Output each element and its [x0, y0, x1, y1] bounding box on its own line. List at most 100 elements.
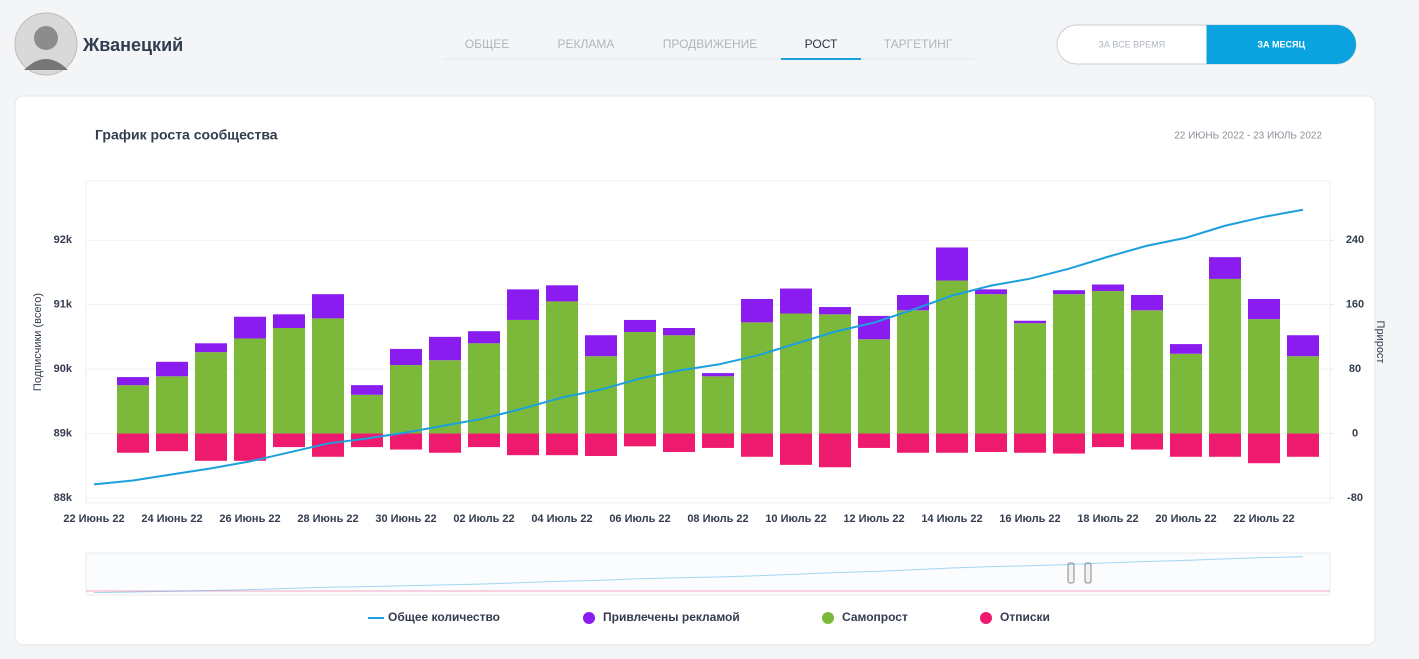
bar-segment — [546, 285, 578, 302]
bar-segment — [1131, 310, 1163, 434]
bar-segment — [234, 338, 266, 434]
y-tick-label: 92k — [54, 234, 73, 246]
x-tick-label: 26 Июнь 22 — [219, 513, 280, 525]
y-axis-title: Подписчики (всего) — [32, 293, 44, 391]
legend-label[interactable]: Отписки — [1000, 610, 1050, 624]
bar-segment — [897, 310, 929, 434]
bar-segment — [741, 322, 773, 434]
tab[interactable]: РОСТ — [805, 37, 838, 51]
bar-segment — [741, 299, 773, 323]
toggle-option[interactable]: ЗА ВСЕ ВРЕМЯ — [1098, 39, 1165, 49]
bar-segment — [663, 335, 695, 434]
bar-segment — [351, 385, 383, 395]
chart-title: График роста сообщества — [95, 127, 278, 143]
bar-segment — [156, 376, 188, 434]
y-tick-label: 88k — [54, 492, 73, 504]
bar-segment — [624, 332, 656, 434]
bar-segment — [1014, 320, 1046, 324]
legend-icon — [980, 612, 992, 624]
bar-segment — [468, 433, 500, 448]
bar-segment — [195, 433, 227, 461]
bar-segment — [585, 356, 617, 434]
bar-segment — [507, 433, 539, 456]
plot-area — [85, 180, 1331, 504]
navigator[interactable] — [85, 552, 1331, 596]
bar-segment — [1209, 257, 1241, 279]
bar-segment — [585, 433, 617, 456]
bar-segment — [780, 288, 812, 314]
bar-segment — [936, 280, 968, 434]
tab[interactable]: РЕКЛАМА — [558, 37, 615, 51]
bar-segment — [312, 318, 344, 434]
bar-segment — [1053, 294, 1085, 434]
bar-segment — [702, 376, 734, 434]
y2-tick-label: -80 — [1347, 492, 1363, 504]
toggle-active — [1206, 25, 1356, 64]
tab[interactable]: ПРОДВИЖЕНИЕ — [663, 37, 758, 51]
bar-segment — [1287, 335, 1319, 357]
bar-segment — [1170, 433, 1202, 457]
bar-segment — [234, 433, 266, 461]
bar-segment — [1092, 284, 1124, 291]
avatar-body — [24, 59, 68, 70]
tab[interactable]: ТАРГЕТИНГ — [884, 37, 953, 51]
avatar-head — [34, 26, 58, 50]
bar-segment — [117, 385, 149, 434]
navigator-handle[interactable] — [1067, 562, 1075, 584]
bar-segment — [1014, 433, 1046, 453]
bar-segment — [1131, 433, 1163, 450]
x-tick-label: 06 Июль 22 — [609, 513, 670, 525]
navigator-handle[interactable] — [1084, 562, 1092, 584]
bar-segment — [1170, 344, 1202, 354]
x-tick-label: 02 Июль 22 — [453, 513, 514, 525]
x-tick-label: 10 Июль 22 — [765, 513, 826, 525]
bar-segment — [1170, 353, 1202, 434]
bar-segment — [117, 377, 149, 386]
bar-segment — [234, 316, 266, 339]
bar-segment — [273, 433, 305, 448]
bar-segment — [390, 365, 422, 434]
bar-segment — [936, 433, 968, 453]
legend-label[interactable]: Привлечены рекламой — [603, 610, 740, 624]
navigator-line — [93, 556, 1304, 594]
bar-segment — [351, 394, 383, 434]
date-range: 22 ИЮНЬ 2022 - 23 ИЮЛЬ 2022 — [1174, 131, 1322, 142]
legend-icon — [583, 612, 595, 624]
bar-segment — [273, 327, 305, 434]
bar-segment — [975, 289, 1007, 295]
x-tick-label: 20 Июль 22 — [1155, 513, 1216, 525]
toggle-option[interactable]: ЗА МЕСЯЦ — [1257, 39, 1305, 49]
bar-segment — [741, 433, 773, 457]
x-tick-label: 08 Июль 22 — [687, 513, 748, 525]
bar-segment — [1053, 290, 1085, 295]
bar-segment — [429, 336, 461, 361]
x-tick-label: 12 Июль 22 — [843, 513, 904, 525]
y2-tick-label: 0 — [1352, 427, 1358, 439]
y2-tick-label: 160 — [1346, 299, 1364, 311]
bar-segment — [975, 433, 1007, 452]
bar-segment — [624, 319, 656, 333]
legend-label[interactable]: Самопрост — [842, 610, 908, 624]
bar-segment — [1248, 433, 1280, 464]
bar-segment — [1287, 433, 1319, 457]
bar-segment — [858, 433, 890, 448]
bar-segment — [897, 433, 929, 453]
bar-segment — [156, 361, 188, 377]
x-tick-label: 30 Июнь 22 — [375, 513, 436, 525]
y-tick-label: 90k — [54, 363, 73, 375]
bar-segment — [936, 247, 968, 281]
x-tick-label: 04 Июль 22 — [531, 513, 592, 525]
bar-segment — [390, 348, 422, 366]
bar-segment — [1209, 433, 1241, 457]
tab[interactable]: ОБЩЕЕ — [465, 37, 509, 51]
bar-segment — [195, 352, 227, 434]
bar-segment — [897, 294, 929, 311]
bar-segment — [780, 433, 812, 465]
bar-segment — [429, 433, 461, 453]
bar-segment — [546, 301, 578, 434]
bar-segment — [1287, 356, 1319, 434]
bar-segment — [507, 319, 539, 434]
legend-label[interactable]: Общее количество — [388, 610, 500, 624]
y2-tick-label: 80 — [1349, 363, 1361, 375]
